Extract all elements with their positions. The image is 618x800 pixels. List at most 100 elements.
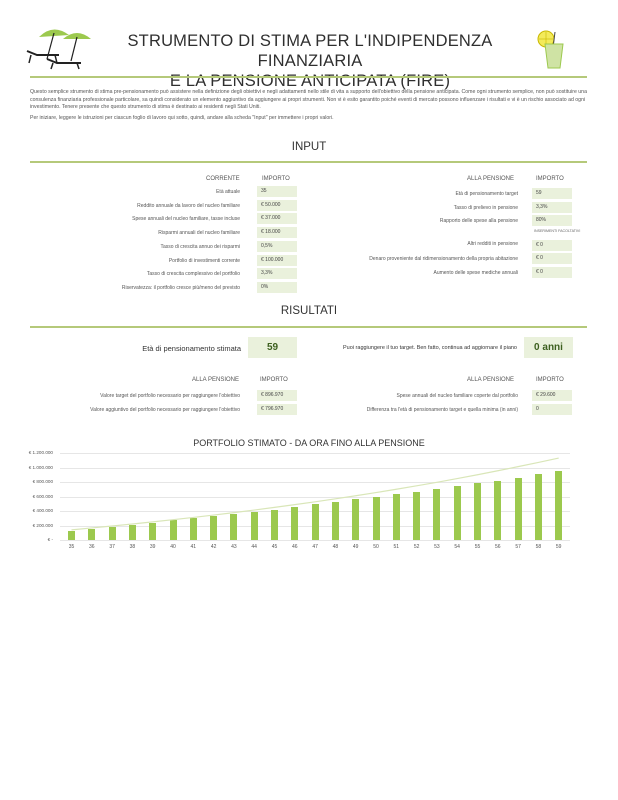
chart-x-tick-label: 49 [352,544,359,550]
chart-x-tick-label: 52 [413,544,420,550]
input-current-portfolio[interactable]: € 100.000 [257,255,297,266]
chart-bar [352,499,360,540]
chart-trend-line-layer [71,457,559,531]
chart-y-tick-label: € - [47,537,53,542]
input-label-annual-expenses: Spese annuali del nucleo familiare, tass… [132,216,240,222]
chart-gridline [60,467,570,469]
result-additional-portfolio: € 796.970 [257,404,297,415]
result-label-additional-portfolio: Valore aggiuntivo del portfolio necessar… [90,407,240,413]
chart-x-tick-label: 56 [495,544,501,550]
chart-bar [453,486,461,540]
input-reserve[interactable]: 0% [257,282,297,293]
chart-bar [149,522,157,540]
input-label-portfolio-growth: Tasso di crescita complessivo del portfo… [146,271,240,277]
input-annual-expenses[interactable]: € 37.000 [257,213,297,224]
chart-x-tick-label: 41 [190,544,197,550]
intro-instructions: Per iniziare, leggere le istruzioni per … [30,115,334,121]
chart-x-tick-label: 37 [109,544,115,550]
chart-x-tick-label: 43 [231,544,237,550]
result-age-difference: 0 [532,404,572,415]
input-label-downsizing: Denaro proveniente dal ridimensionamento… [369,256,518,262]
chart-x-tick-label: 53 [434,544,440,550]
chart-bar [433,489,441,540]
chart-bar [210,516,218,540]
input-label-current-portfolio: Portfolio di investimenti corrente [168,258,240,264]
chart-x-tick-label: 54 [454,544,460,550]
chart-x-tick-label: 47 [312,544,318,550]
results-left-col-value: IMPORTO [260,377,288,383]
chart-bar [128,524,136,540]
chart-bar [169,520,177,540]
input-left-col-value: IMPORTO [262,176,290,182]
input-portfolio-growth[interactable]: 3,3% [257,268,297,279]
chart-trend-line [71,457,559,531]
input-medical-increase[interactable]: € 0 [532,267,572,278]
chart-bar [514,477,522,540]
portfolio-chart: € 1.200.000 € 1.000.000 € 800.000 € 600.000… [0,445,618,560]
chart-x-tick-label: 57 [515,544,521,550]
chart-x-tick-label: 55 [474,544,481,550]
input-downsizing[interactable]: € 0 [532,253,572,264]
input-label-annual-savings: Risparmi annuali del nucleo familiare [158,230,240,236]
chart-bar [534,474,542,540]
chart-x-tick-label: 38 [129,544,136,550]
chart-y-tick-label: € 400.000 [32,508,53,513]
input-label-other-income: Altri redditi in pensione [467,241,518,247]
chart-bar [413,491,421,540]
chart-gridline [60,453,570,454]
chart-bar [189,518,197,540]
input-label-medical-increase: Aumento delle spese mediche annuali [433,270,519,276]
input-label-reserve: Riservatezza: il portfolio cresce più/me… [121,285,240,291]
chart-bar [474,483,481,540]
input-savings-growth[interactable]: 0,5% [257,241,297,252]
chart-x-tick-label: 50 [373,544,379,550]
input-label-target-age: Età di pensionamento target [455,191,518,197]
chart-gridline [60,496,570,498]
lemonade-glass-illustration [537,30,564,69]
result-label-covered-expenses: Spese annuali del nucleo familiare coper… [396,393,518,399]
results-divider [30,326,587,328]
input-divider [30,161,587,163]
chart-gridline [60,482,570,483]
chart-bar [250,511,258,540]
chart-gridline [60,540,570,541]
input-expense-ratio[interactable]: 80% [532,215,572,226]
chart-y-tick-label: € 1.200.000 [28,450,53,455]
input-current-age[interactable]: 35 [257,186,297,197]
result-label-target-portfolio: Valore target del portfolio necessario p… [100,393,240,399]
chart-y-tick-label: € 200.000 [32,522,53,528]
chart-x-tick-label: 46 [292,544,298,550]
chart-bar [494,480,502,540]
input-left-col-label: CORRENTE [206,176,240,182]
input-label-annual-income: Reddito annuale da lavoro del nucleo fam… [137,203,240,209]
input-withdrawal-rate[interactable]: 3,3% [532,202,572,213]
chart-y-tick-label: € 800.000 [32,479,53,484]
input-annual-savings[interactable]: € 18.000 [257,227,297,238]
beach-chairs-illustration [26,29,91,70]
intro-paragraph: Questo semplice strumento di stima pre-p… [30,89,587,110]
input-other-income[interactable]: € 0 [532,240,572,251]
chart-bar [291,507,299,540]
chart-x-tick-label: 36 [89,544,95,550]
results-heading: RISULTATI [280,305,338,317]
input-right-col-value: IMPORTO [536,176,564,182]
chart-bar [88,529,96,540]
chart-bar [331,501,339,540]
chart-x-tick-label: 44 [251,544,257,550]
chart-bar [311,504,319,540]
input-target-age[interactable]: 59 [532,188,572,199]
target-message: Puoi raggiungere il tuo target. Ben fatt… [343,345,517,351]
chart-bar [392,494,400,540]
title-line-2: E LA PENSIONE ANTICIPATA (FIRE) [169,72,451,90]
chart-title: PORTFOLIO STIMATO - DA ORA FINO ALLA PEN… [193,438,425,448]
chart-bar [372,496,380,540]
chart-x-tick-label: 45 [271,544,278,550]
estimated-retirement-age-value: 59 [248,337,297,358]
page-title: STRUMENTO DI STIMA PER L'INDIPENDENZA FI… [100,31,520,91]
optional-inputs-note: INSERIMENTI FACOLTATIVI [534,229,581,233]
chart-y-tick-label: € 600.000 [32,493,53,499]
result-covered-expenses: € 29.600 [532,390,572,401]
header-divider [30,76,587,78]
chart-x-tick-label: 59 [555,544,562,550]
input-annual-income[interactable]: € 50.000 [257,200,297,211]
